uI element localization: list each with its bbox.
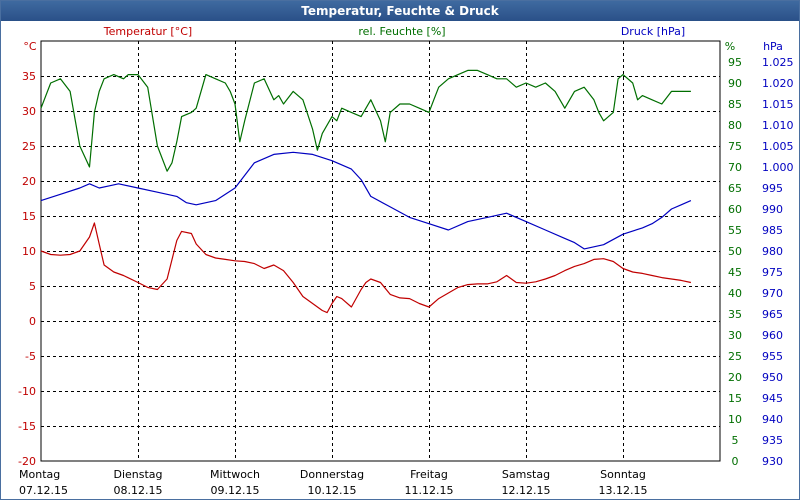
x-date-label: 10.12.15 [308,484,357,497]
temperature-tick-label: 10 [22,245,36,258]
temperature-tick-label: -15 [18,420,36,433]
pressure-tick-label: 930 [762,455,783,468]
pressure-series-line [40,151,692,250]
pressure-tick-label: 1.015 [762,98,794,111]
temperature-series-line [40,222,692,314]
x-day-label: Donnerstag [300,468,364,481]
humidity-tick-label: 15 [728,392,742,405]
humidity-tick-label: 75 [728,140,742,153]
humidity-tick-label: 85 [728,98,742,111]
x-date-label: 09.12.15 [211,484,260,497]
humidity-tick-label: 5 [732,434,739,447]
humidity-unit-label: % [725,40,735,53]
pressure-tick-label: 955 [762,350,783,363]
temperature-axis-label: Temperatur [°C] [103,25,192,38]
pressure-tick-label: 1.005 [762,140,794,153]
humidity-tick-label: 40 [728,287,742,300]
humidity-tick-label: 30 [728,329,742,342]
temperature-tick-label: 35 [22,70,36,83]
chart-title: Temperatur, Feuchte & Druck [301,4,499,18]
humidity-tick-label: 55 [728,224,742,237]
humidity-tick-label: 25 [728,350,742,363]
pressure-unit-label: hPa [763,40,783,53]
temperature-tick-label: -20 [18,455,36,468]
pressure-tick-label: 1.000 [762,161,794,174]
humidity-tick-label: 20 [728,371,742,384]
pressure-tick-label: 975 [762,266,783,279]
humidity-tick-label: 95 [728,56,742,69]
x-day-label: Samstag [502,468,550,481]
temperature-tick-label: 0 [29,315,36,328]
temperature-tick-label: 20 [22,175,36,188]
humidity-series-line [40,69,691,172]
humidity-tick-label: 0 [732,455,739,468]
x-day-label: Freitag [410,468,448,481]
temperature-tick-label: 30 [22,105,36,118]
pressure-axis: 930 935 940 945 950 955 960 965 970 975 980 985 990 9… [762,56,794,468]
humidity-tick-label: 70 [728,161,742,174]
pressure-axis-label: Druck [hPa] [621,25,685,38]
pressure-tick-label: 985 [762,224,783,237]
grid-lines [41,41,720,461]
x-date-label: 08.12.15 [114,484,163,497]
humidity-tick-label: 60 [728,203,742,216]
x-date-label: 11.12.15 [405,484,454,497]
pressure-tick-label: 940 [762,413,783,426]
pressure-tick-label: 1.025 [762,56,794,69]
x-axis-labels: Montag 07.12.15 Dienstag 08.12.15 Mittwoch 09… [19,468,647,497]
pressure-tick-label: 960 [762,329,783,342]
pressure-tick-label: 1.010 [762,119,794,132]
temperature-tick-label: -5 [25,350,36,363]
pressure-tick-label: 995 [762,182,783,195]
humidity-axis: 0 5 10 15 20 25 30 35 40 45 50 55 60 65 70 75 80 85 90 95 [728,56,742,468]
x-day-label: Montag [19,468,60,481]
humidity-tick-label: 50 [728,245,742,258]
pressure-tick-label: 990 [762,203,783,216]
temperature-axis: -20 -15 -10 -5 0 5 10 15 20 25 30 35 [18,70,36,468]
temperature-tick-label: 5 [29,280,36,293]
pressure-tick-label: 965 [762,308,783,321]
title-bar: Temperatur, Feuchte & Druck [1,1,799,21]
pressure-tick-label: 950 [762,371,783,384]
humidity-tick-label: 10 [728,413,742,426]
pressure-tick-label: 980 [762,245,783,258]
humidity-axis-label: rel. Feuchte [%] [358,25,445,38]
pressure-tick-label: 970 [762,287,783,300]
pressure-tick-label: 945 [762,392,783,405]
x-date-label: 13.12.15 [599,484,648,497]
pressure-tick-label: 1.020 [762,77,794,90]
temperature-tick-label: -10 [18,385,36,398]
x-day-label: Sonntag [600,468,646,481]
temperature-unit-label: °C [23,40,37,53]
humidity-tick-label: 35 [728,308,742,321]
pressure-tick-label: 935 [762,434,783,447]
x-day-label: Dienstag [113,468,162,481]
humidity-tick-label: 80 [728,119,742,132]
x-day-label: Mittwoch [210,468,260,481]
x-date-label: 12.12.15 [502,484,551,497]
humidity-tick-label: 45 [728,266,742,279]
temperature-tick-label: 25 [22,140,36,153]
x-date-label: 07.12.15 [19,484,68,497]
humidity-tick-label: 90 [728,77,742,90]
temperature-tick-label: 15 [22,210,36,223]
humidity-tick-label: 65 [728,182,742,195]
series-lines [40,69,692,314]
